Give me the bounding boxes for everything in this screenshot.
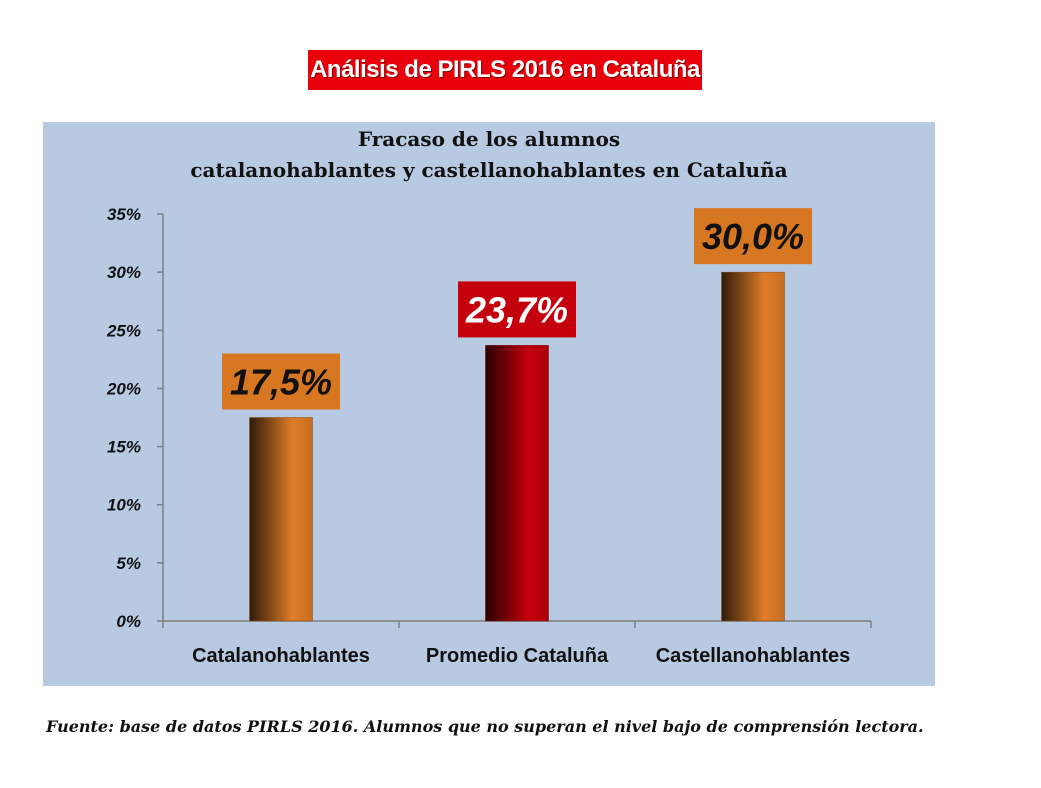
source-note: Fuente: base de datos PIRLS 2016. Alumno…	[46, 717, 924, 736]
y-tick-label: 15%	[107, 438, 141, 457]
y-tick-label: 35%	[107, 205, 141, 224]
y-tick-label: 30%	[107, 263, 141, 282]
x-category-label: Catalanohablantes	[192, 645, 370, 667]
data-label-box-1	[222, 353, 340, 410]
bar-3	[721, 271, 785, 622]
y-tick-label: 20%	[106, 379, 141, 398]
chart-title: Fracaso de los alumnos catalanohablantes…	[43, 124, 935, 186]
chart-title-line-1: Fracaso de los alumnos	[357, 127, 621, 151]
data-label-2: 23,7%	[465, 289, 568, 330]
bar-2	[485, 345, 549, 622]
y-tick-label: 0%	[116, 612, 141, 631]
y-tick-label: 25%	[106, 321, 141, 340]
y-tick-label: 10%	[107, 496, 141, 515]
banner-title: Análisis de PIRLS 2016 en Cataluña	[308, 50, 702, 90]
y-tick-label: 5%	[116, 554, 141, 573]
bar-1	[249, 417, 313, 622]
data-label-box-2	[458, 281, 576, 338]
x-category-label: Promedio Cataluña	[426, 645, 609, 667]
x-category-label: Castellanohablantes	[656, 645, 851, 667]
data-label-box-3	[694, 208, 812, 265]
data-label-3: 30,0%	[702, 216, 804, 257]
data-label-1: 17,5%	[230, 362, 332, 403]
chart-title-line-2: catalanohablantes y castellanohablantes …	[190, 158, 788, 182]
